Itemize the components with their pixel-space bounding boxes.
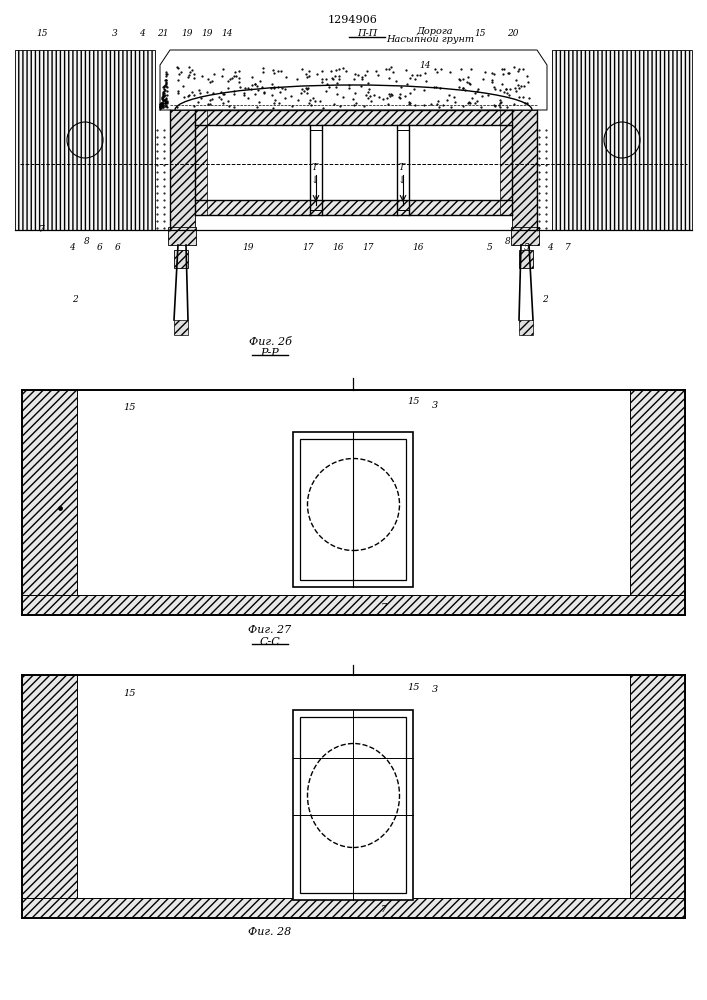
Bar [293, 432, 414, 587]
Text: Фиг. 27: Фиг. 27 [248, 625, 291, 635]
Text: Дорога: Дорога [416, 26, 453, 35]
Text: 19: 19 [243, 243, 254, 252]
Text: 3: 3 [112, 28, 118, 37]
Text: 17: 17 [362, 243, 374, 252]
Text: 5: 5 [524, 243, 530, 252]
Text: 7: 7 [39, 226, 45, 234]
Text: 2: 2 [72, 296, 78, 304]
Text: 16: 16 [412, 243, 423, 252]
Text: 15: 15 [474, 28, 486, 37]
Text: Т: Т [399, 162, 405, 172]
Polygon shape [160, 50, 547, 110]
Bar [195, 200, 512, 215]
Bar [22, 390, 77, 615]
Text: Фиг. 28: Фиг. 28 [248, 927, 291, 937]
Text: 3: 3 [433, 686, 438, 694]
Text: 14: 14 [221, 28, 233, 37]
Bar [519, 320, 533, 335]
Text: Р-Р: Р-Р [261, 348, 279, 358]
Bar [300, 717, 407, 893]
Text: ↓: ↓ [311, 176, 319, 184]
Text: 15: 15 [407, 397, 420, 406]
Text: 5: 5 [487, 243, 493, 252]
Text: 17: 17 [303, 243, 314, 252]
Text: П-П: П-П [357, 29, 377, 38]
Bar [15, 50, 155, 230]
Text: 8: 8 [84, 236, 90, 245]
Text: 19: 19 [201, 28, 213, 37]
Bar [170, 110, 195, 230]
Text: 14: 14 [419, 60, 431, 70]
Bar [512, 110, 537, 230]
Text: 15: 15 [124, 403, 136, 412]
Text: 7: 7 [565, 243, 571, 252]
Text: 7: 7 [380, 906, 387, 914]
Text: 15: 15 [36, 28, 48, 37]
Text: 1294906: 1294906 [328, 15, 378, 25]
Text: 2: 2 [542, 296, 548, 304]
Text: 15: 15 [407, 682, 420, 692]
Text: С-С: С-С [259, 637, 281, 647]
Bar [519, 250, 533, 268]
Text: ↓: ↓ [398, 176, 406, 184]
Text: 7: 7 [380, 602, 387, 611]
Bar [22, 595, 685, 615]
Text: 6: 6 [97, 243, 103, 252]
Text: 4: 4 [547, 243, 553, 252]
Text: 3: 3 [433, 400, 438, 410]
Bar [300, 439, 407, 580]
Text: 21: 21 [157, 28, 169, 37]
Text: Т: Т [312, 162, 318, 172]
Text: 6: 6 [115, 243, 121, 252]
Bar [630, 675, 685, 918]
Bar [552, 50, 692, 230]
Bar [500, 110, 512, 215]
Text: 15: 15 [124, 688, 136, 698]
Bar [168, 227, 196, 245]
Bar [511, 227, 539, 245]
Bar [174, 320, 188, 335]
Bar [195, 110, 207, 215]
Bar [630, 390, 685, 615]
Text: 8: 8 [505, 236, 511, 245]
Text: Насыпной грунт: Насыпной грунт [386, 35, 474, 44]
Bar [293, 710, 414, 900]
Bar [174, 250, 188, 268]
Bar [195, 110, 512, 125]
Text: 4: 4 [69, 243, 75, 252]
Bar [22, 898, 685, 918]
Text: 16: 16 [332, 243, 344, 252]
Text: 4: 4 [139, 28, 145, 37]
Text: 19: 19 [181, 28, 193, 37]
Bar [22, 675, 77, 918]
Text: 20: 20 [507, 28, 519, 37]
Text: Фиг. 2б: Фиг. 2б [249, 337, 291, 347]
